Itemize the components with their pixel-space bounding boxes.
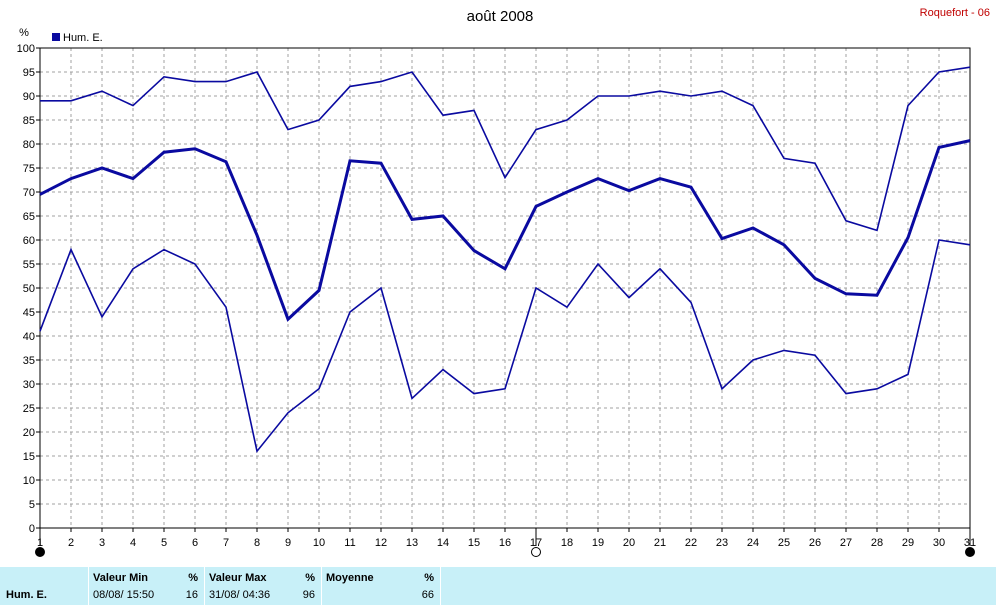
x-tick-label: 10 [313,537,325,549]
series-lines [39,66,971,454]
x-tick-label: 14 [437,537,449,549]
y-tick-label: 0 [29,523,35,535]
y-tick-label: 15 [23,451,35,463]
x-tick-label: 9 [285,537,291,549]
y-tick-label: 70 [23,187,35,199]
y-tick-label: 100 [17,43,35,55]
y-tick-label: 10 [23,475,35,487]
x-tick-label: 5 [161,537,167,549]
y-tick-label: 30 [23,379,35,391]
x-tick-label: 3 [99,537,105,549]
grid [39,47,971,529]
day-marker [35,547,45,557]
y-tick-label: 85 [23,115,35,127]
y-tick-label: 65 [23,211,35,223]
chart-title: août 2008 [467,8,534,25]
y-tick-label: 50 [23,283,35,295]
x-tick-label: 21 [654,537,666,549]
min-value: 16 [185,589,198,601]
y-tick-label: 55 [23,259,35,271]
x-tick-label: 11 [344,537,355,549]
x-tick-label: 26 [809,537,821,549]
y-tick-label: 20 [23,427,35,439]
y-axis: 0 5 10 15 20 25 30 35 40 45 50 55 60 65 70 75 80 85 90 95 10… [17,43,40,535]
day-markers [35,532,975,557]
x-tick-label: 7 [223,537,229,549]
x-tick-label: 30 [933,537,945,549]
x-tick-label: 22 [685,537,697,549]
summary-series-cell: Hum. E. [0,567,89,605]
series-line-max [40,66,971,232]
x-tick-label: 4 [130,537,136,549]
x-tick-label: 20 [623,537,635,549]
min-time: 08/08/ 15:50 [93,589,155,601]
station-name: Roquefort - 06 [920,7,990,19]
y-tick-label: 45 [23,307,35,319]
mean-value: 66 [421,589,434,601]
mean-header: Moyenne [326,572,374,584]
x-tick-label: 6 [192,537,198,549]
x-tick-label: 13 [406,537,418,549]
max-time: 31/08/ 04:36 [209,589,271,601]
x-tick-label: 2 [68,537,74,549]
x-tick-label: 16 [499,537,511,549]
mean-unit: % [424,572,434,584]
y-tick-label: 40 [23,331,35,343]
summary-mean-cell: Moyenne % 66 [322,567,441,605]
legend-label: Hum. E. [63,32,103,44]
day-marker [965,547,975,557]
x-tick-label: 15 [468,537,480,549]
y-tick-label: 60 [23,235,35,247]
y-tick-label: 5 [29,499,35,511]
x-tick-label: 19 [592,537,604,549]
summary-series-label: Hum. E. [6,589,47,601]
x-tick-label: 27 [840,537,852,549]
y-tick-label: 25 [23,403,35,415]
day-marker [531,547,541,557]
y-tick-label: 95 [23,67,35,79]
y-axis-unit: % [19,27,29,39]
min-header: Valeur Min [93,572,149,584]
x-tick-label: 12 [375,537,387,549]
max-value: 96 [302,589,315,601]
x-tick-label: 23 [716,537,728,549]
summary-max-cell: Valeur Max % 31/08/ 04:36 96 [205,567,322,605]
max-header: Valeur Max [209,572,267,584]
x-tick-label: 18 [561,537,573,549]
x-tick-label: 8 [254,537,260,549]
y-tick-label: 90 [23,91,35,103]
min-unit: % [188,572,198,584]
x-tick-label: 28 [871,537,883,549]
y-tick-label: 75 [23,163,35,175]
series-line-mean [39,139,971,322]
x-tick-label: 24 [747,537,759,549]
max-unit: % [305,572,315,584]
y-tick-label: 80 [23,139,35,151]
humidity-chart: août 2008 Roquefort - 06 % Hum. E. 0 5 10 1… [17,7,990,557]
x-tick-label: 25 [778,537,790,549]
summary-min-cell: Valeur Min % 08/08/ 15:50 16 [89,567,205,605]
series-line-min [39,239,971,454]
x-tick-label: 29 [902,537,914,549]
summary-panel: Hum. E. Valeur Min % 08/08/ 15:50 16 Val… [0,567,996,605]
y-tick-label: 35 [23,355,35,367]
legend-swatch [52,33,60,41]
x-axis: 1234567891011121314151617181920212223242… [37,528,976,549]
